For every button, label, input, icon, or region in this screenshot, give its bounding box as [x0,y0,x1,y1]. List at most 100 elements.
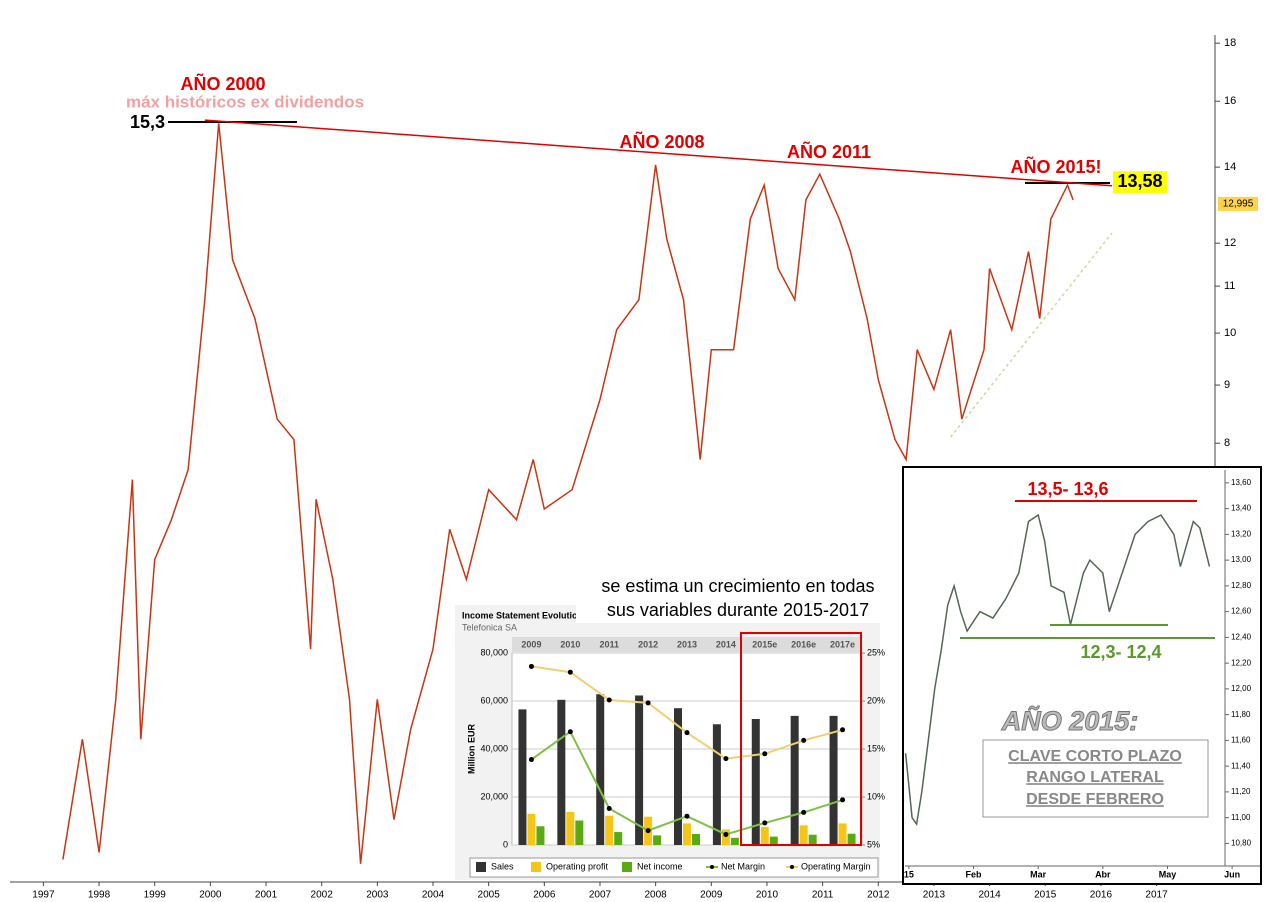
bar [566,811,575,845]
line-series [204,119,1113,187]
label-bg [1218,196,1258,211]
note: se estima un crecimiento en todas [601,576,874,596]
y-tick-label: 18 [1224,37,1236,49]
bar [769,836,778,845]
x-tick-label: 2013 [677,639,697,649]
y-tick-label: 11,00 [1231,813,1251,822]
bar [596,694,605,845]
y-axis-label: Million EUR [466,724,476,774]
annotation: AÑO 2000 [180,73,265,94]
y-tick-label: 20,000 [480,791,508,801]
note-bg [576,573,900,623]
annotation: RANGO LATERAL [1026,769,1164,786]
x-tick-label: 2009 [700,890,723,901]
forecast-box [740,632,862,846]
y-tick-label: 10 [1224,327,1236,339]
legend-label: Net Margin [721,861,765,871]
x-tick-label: 2004 [422,890,445,901]
y-tick-label: 13,40 [1231,504,1252,513]
point [762,751,768,757]
line-series [904,513,1211,827]
bar [635,695,644,845]
x-tick-label: Feb [966,869,983,879]
y2-tick-label: 5% [867,839,880,849]
annotation: 13,5- 13,6 [1027,479,1108,499]
y-tick-label: 10,80 [1231,839,1252,848]
bar [527,813,536,845]
bar [838,823,847,845]
x-tick-label: 2015e [752,639,777,649]
annotation: DESDE FEBRERO [1026,791,1164,808]
x-tick-label: 2016 [1090,890,1113,901]
y-tick-label: 80,000 [480,647,508,657]
income-chart: Income Statement Evolution Telefonica SA… [455,573,900,880]
legend-swatch [710,865,714,869]
point [723,756,729,762]
point [606,697,612,703]
x-tick-label: 2014 [978,890,1001,901]
bar [575,820,584,845]
y-tick-label: 11,60 [1231,736,1251,745]
legend [469,857,879,878]
x-tick-label: 2008 [645,890,668,901]
y-tick-label: 11,20 [1231,787,1251,796]
x-tick-label: 1999 [144,890,167,901]
y-tick-label: 14 [1224,161,1236,173]
x-tick-label: 1998 [88,890,111,901]
x-tick-label: 2011 [812,890,834,901]
point [684,730,690,736]
value-annotation: 15,3 [130,112,165,132]
main-chart: AÑO 2000 máx históricos ex dividendos AÑ… [10,35,1258,901]
y-tick-label: 9 [1224,379,1230,391]
line-series [950,232,1113,438]
y2-tick-label: 25% [867,647,885,657]
annotation: máx históricos ex dividendos [126,92,364,111]
point [840,797,846,803]
x-tick-label: 2011 [599,639,619,649]
x-tick-label: 2012 [638,639,658,649]
point [762,820,768,826]
x-tick-label: 2000 [199,890,222,901]
point [801,809,807,815]
x-tick-label: 2010 [756,890,779,901]
x-tick-label: 1997 [32,890,55,901]
point [528,757,534,763]
bar [557,699,566,845]
x-tick-label: 2009 [521,639,541,649]
y-tick-label: 12,80 [1231,581,1252,590]
x-tick-label: 2016e [791,639,816,649]
y-tick-label: 11,80 [1231,710,1251,719]
y2-tick-label: 20% [867,695,885,705]
annotation: AÑO 2011 [787,141,871,162]
y-tick-label: 40,000 [480,743,508,753]
x-tick-label: 2015 [1034,890,1057,901]
annotation: AÑO 2008 [619,131,704,152]
y-tick-label: 60,000 [480,695,508,705]
y-tick-label: 12,20 [1231,658,1252,667]
bar [653,835,662,845]
bar [847,833,856,845]
bar [790,715,799,845]
legend-label: Net income [637,861,683,871]
bar [518,709,527,845]
value-annotation: 12,995 [1223,199,1254,210]
header-strip [512,637,862,652]
bar [730,837,739,845]
bar [751,719,760,845]
bar [808,834,817,845]
x-tick-label: 2003 [366,890,389,901]
y-tick-label: 13,00 [1231,555,1252,564]
x-tick-label: Jun [1224,869,1240,879]
point [801,737,807,743]
legend-swatch [622,862,632,872]
y-tick-label: 11,40 [1231,761,1251,770]
bar [829,715,838,845]
point [645,828,651,834]
x-tick-label: 2005 [478,890,501,901]
point [684,813,690,819]
y-tick-label: 0 [503,839,508,849]
x-tick-label: 2017e [830,639,855,649]
point [723,831,729,837]
bar [536,826,545,845]
